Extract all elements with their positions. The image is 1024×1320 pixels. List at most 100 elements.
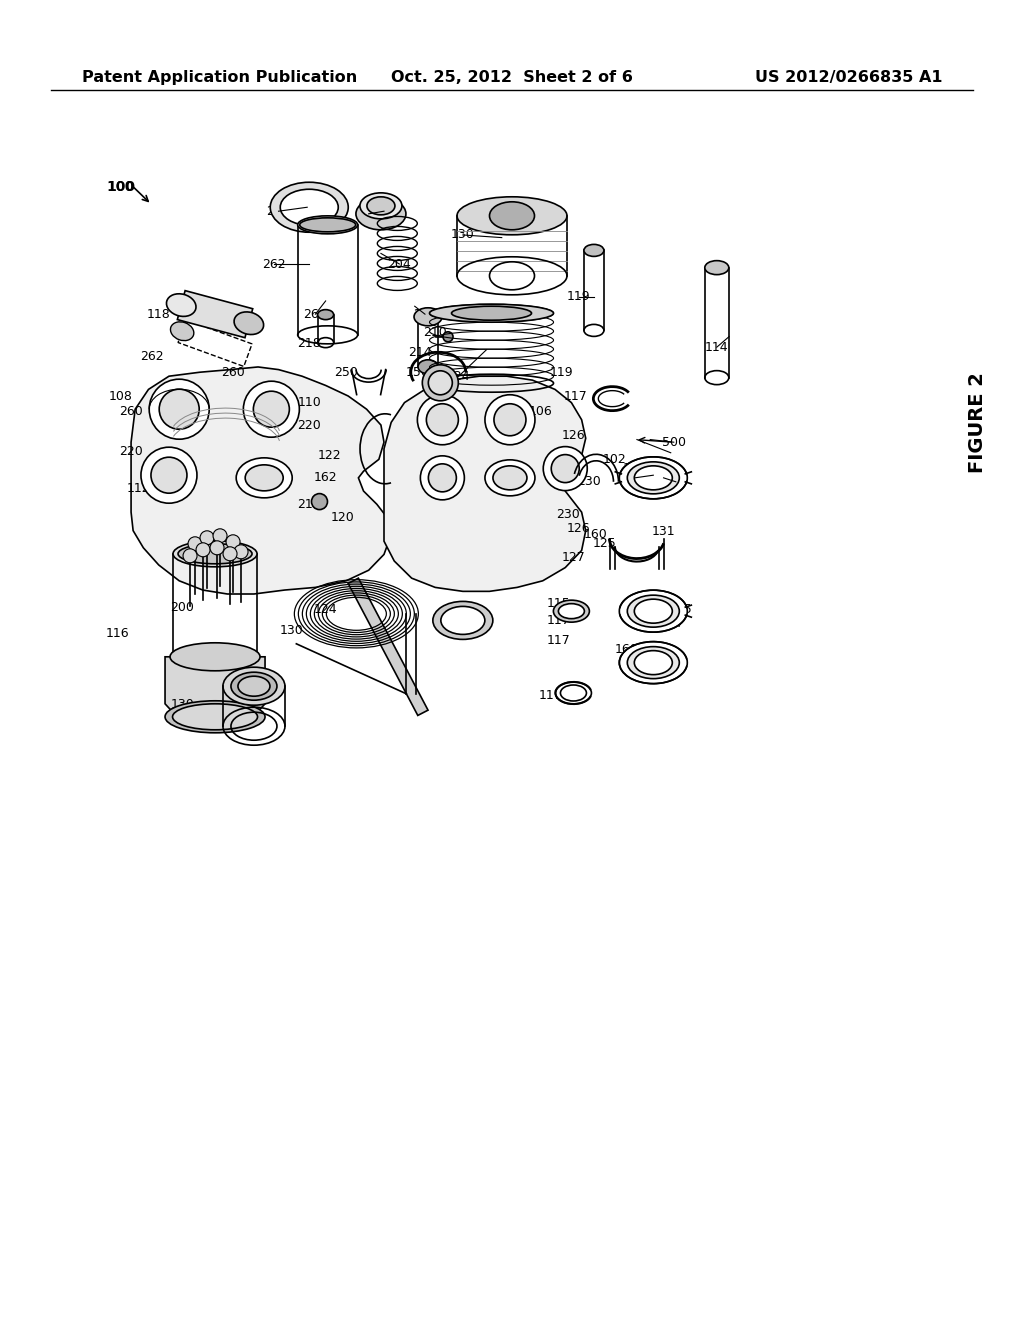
Ellipse shape [628, 595, 679, 627]
Text: 130: 130 [451, 228, 475, 242]
Ellipse shape [234, 312, 263, 334]
Text: 250: 250 [334, 366, 358, 379]
Text: 160: 160 [623, 462, 647, 475]
Ellipse shape [231, 672, 276, 700]
Circle shape [244, 381, 299, 437]
Text: 206: 206 [372, 205, 396, 218]
Ellipse shape [620, 590, 687, 632]
Text: 208: 208 [266, 205, 291, 218]
Text: 500: 500 [662, 436, 686, 449]
Ellipse shape [452, 306, 531, 321]
Text: 114: 114 [705, 341, 729, 354]
Circle shape [428, 463, 457, 492]
Text: 126: 126 [561, 429, 586, 442]
Ellipse shape [414, 308, 442, 326]
Ellipse shape [555, 682, 592, 704]
Ellipse shape [170, 322, 194, 341]
Ellipse shape [457, 197, 567, 235]
Circle shape [188, 537, 202, 550]
Ellipse shape [620, 642, 687, 684]
Text: 160: 160 [614, 643, 639, 656]
Ellipse shape [223, 667, 285, 705]
Text: 210: 210 [423, 326, 447, 339]
Circle shape [226, 535, 240, 549]
Circle shape [210, 541, 224, 554]
Circle shape [213, 529, 227, 543]
Circle shape [418, 395, 467, 445]
Ellipse shape [705, 260, 729, 275]
Circle shape [421, 455, 464, 500]
Polygon shape [177, 290, 253, 338]
Text: 117: 117 [546, 634, 570, 647]
Ellipse shape [489, 202, 535, 230]
Text: 106: 106 [528, 405, 553, 418]
Text: 117: 117 [546, 614, 570, 627]
Ellipse shape [553, 601, 590, 622]
Circle shape [150, 379, 209, 440]
Ellipse shape [245, 465, 284, 491]
Ellipse shape [634, 466, 673, 490]
Text: 130: 130 [170, 698, 195, 711]
Text: 121: 121 [641, 469, 666, 482]
Text: 264: 264 [303, 308, 328, 321]
Text: 202: 202 [413, 308, 437, 321]
Text: 115: 115 [546, 597, 570, 610]
Ellipse shape [298, 216, 357, 234]
Ellipse shape [433, 602, 493, 639]
Text: 260: 260 [119, 405, 143, 418]
Circle shape [151, 457, 187, 494]
Text: 131: 131 [651, 525, 676, 539]
Circle shape [253, 391, 290, 428]
Text: 100: 100 [106, 181, 135, 194]
Text: 122: 122 [317, 449, 342, 462]
Circle shape [544, 446, 587, 491]
Polygon shape [384, 376, 586, 591]
Circle shape [159, 389, 200, 429]
Text: 230: 230 [556, 508, 581, 521]
Text: 164: 164 [664, 475, 688, 488]
Ellipse shape [270, 182, 348, 232]
Ellipse shape [170, 643, 260, 671]
Text: 230: 230 [577, 475, 601, 488]
Text: 123: 123 [621, 660, 645, 673]
Ellipse shape [300, 218, 355, 232]
Text: FIGURE 2: FIGURE 2 [969, 372, 987, 473]
Text: 130: 130 [280, 624, 304, 638]
Text: 262: 262 [262, 257, 287, 271]
Circle shape [183, 549, 197, 562]
Polygon shape [131, 367, 391, 594]
Ellipse shape [628, 462, 679, 494]
Text: 162: 162 [313, 471, 338, 484]
Ellipse shape [167, 294, 196, 317]
Ellipse shape [485, 459, 535, 496]
Ellipse shape [237, 458, 292, 498]
Text: 124: 124 [446, 370, 471, 383]
Circle shape [141, 447, 197, 503]
Circle shape [200, 531, 214, 545]
Circle shape [494, 404, 526, 436]
Polygon shape [348, 578, 428, 715]
Ellipse shape [173, 541, 257, 566]
Ellipse shape [560, 685, 587, 701]
Ellipse shape [238, 676, 270, 696]
Text: 262: 262 [139, 350, 164, 363]
Circle shape [223, 546, 237, 561]
Ellipse shape [359, 193, 402, 219]
Ellipse shape [493, 466, 527, 490]
Circle shape [428, 371, 453, 395]
Ellipse shape [367, 197, 395, 215]
Text: 135: 135 [669, 603, 693, 616]
Text: 220: 220 [297, 418, 322, 432]
Text: 150: 150 [406, 366, 430, 379]
Circle shape [426, 404, 459, 436]
Circle shape [311, 494, 328, 510]
Text: 214: 214 [408, 346, 432, 359]
Circle shape [551, 454, 580, 483]
Ellipse shape [634, 599, 673, 623]
Ellipse shape [584, 244, 604, 256]
Text: 104: 104 [454, 607, 478, 620]
Circle shape [422, 364, 459, 401]
Text: 216: 216 [297, 498, 322, 511]
Text: 126: 126 [566, 521, 591, 535]
Text: 260: 260 [221, 366, 246, 379]
